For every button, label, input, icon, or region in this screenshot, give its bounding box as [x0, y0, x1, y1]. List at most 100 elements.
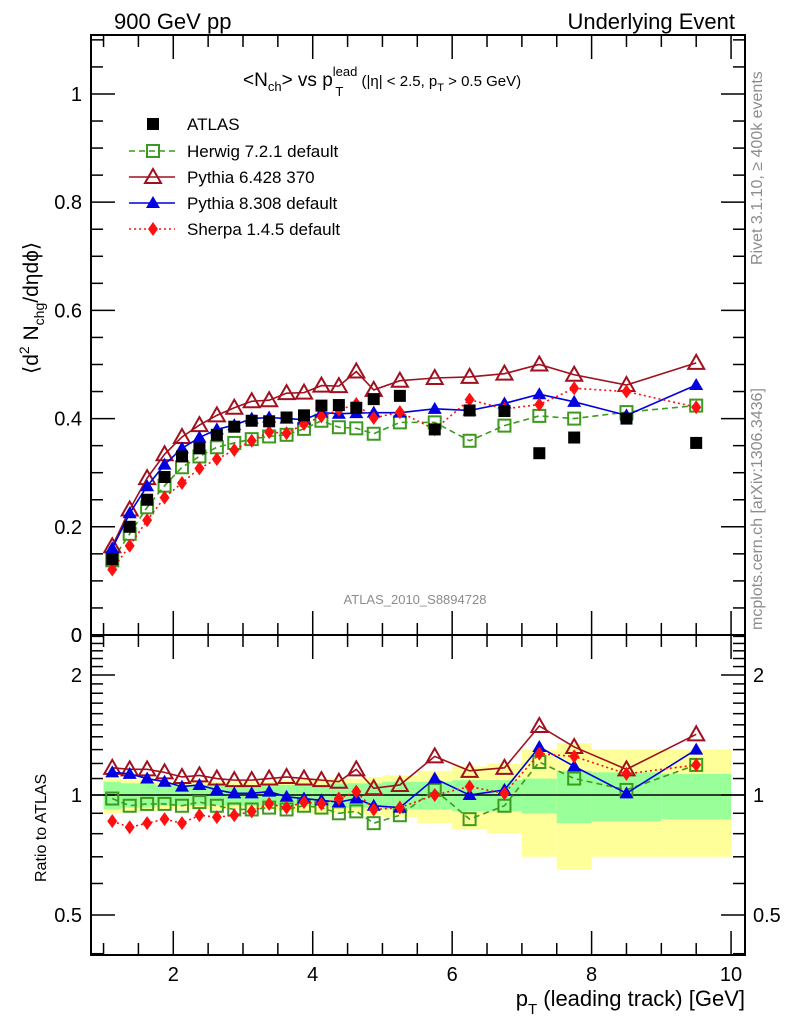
data-point-atlas: [463, 404, 476, 417]
data-point-pythia6: [494, 363, 515, 381]
ratio-point-sherpa: [299, 795, 310, 810]
analysis-id-label: ATLAS_2010_S8894728: [344, 592, 487, 607]
data-point-atlas: [193, 442, 206, 455]
series-pythia8: [105, 378, 704, 554]
ratio-y-tick-label-right: 2: [753, 665, 764, 687]
data-point-pythia8: [192, 430, 207, 443]
data-point-pythia6: [564, 364, 584, 382]
band-inner: [556, 770, 592, 824]
ratio-point-pythia6: [329, 771, 349, 789]
title-sub: T: [437, 82, 444, 94]
ratio-y-tick-label: 0.5: [54, 905, 82, 927]
legend-label-pythia8: Pythia 8.308 default: [187, 194, 338, 213]
data-point-atlas: [228, 420, 241, 433]
data-point-sherpa: [464, 392, 475, 407]
data-point-atlas: [280, 411, 293, 424]
data-point-pythia6: [311, 375, 332, 393]
ratio-point-pythia6: [241, 770, 262, 788]
series-sherpa: [107, 381, 702, 577]
data-point-pythia8: [689, 378, 704, 391]
ratio-point-herwig: [157, 796, 172, 811]
ratio-line-herwig: [111, 761, 697, 825]
ratio-point-pythia8: [122, 766, 137, 779]
ratio-panel: 0.5 0.5 1 1 2 2 0 2 4 6 8 10: [54, 35, 781, 986]
ratio-series-sherpa: [107, 746, 702, 835]
legend-marker-pythia6: [143, 166, 163, 184]
data-point-herwig: [209, 440, 224, 455]
band-inner: [521, 778, 557, 814]
data-point-atlas: [393, 389, 406, 402]
ratio-point-sherpa: [499, 786, 510, 801]
ratio-point-pythia6: [494, 757, 515, 775]
ratio-y-ticks: 0.5 0.5 1 1 2 2 0: [54, 625, 781, 955]
series-line-herwig: [111, 404, 697, 561]
data-point-sherpa: [176, 475, 187, 490]
ratio-point-pythia6: [459, 760, 480, 778]
data-point-atlas: [141, 493, 154, 506]
ratio-point-sherpa: [316, 796, 327, 811]
ratio-point-sherpa: [464, 779, 475, 794]
ratio-point-pythia8: [227, 786, 242, 799]
data-point-sherpa: [142, 513, 153, 528]
data-point-atlas: [568, 431, 581, 444]
ylabel-sup: 2: [16, 346, 32, 354]
data-point-sherpa: [316, 409, 327, 424]
ratio-point-sherpa: [264, 796, 275, 811]
header-energy-label: 900 GeV pp: [114, 9, 231, 34]
data-point-sherpa: [368, 411, 379, 426]
data-point-pythia6: [329, 376, 349, 394]
legend-label-pythia6: Pythia 6.428 370: [187, 168, 315, 187]
data-point-pythia8: [427, 401, 442, 414]
data-point-pythia6: [224, 397, 245, 415]
legend-item-herwig: Herwig 7.2.1 default: [129, 142, 338, 161]
main-y-axis-label: ⟨d2 Nchg/dηdϕ⟩: [16, 242, 47, 374]
ratio-point-sherpa: [534, 746, 545, 761]
x-tick-label: 6: [447, 964, 458, 986]
ratio-point-sherpa: [368, 802, 379, 817]
x-tick-label: 4: [307, 964, 318, 986]
data-point-atlas: [367, 393, 380, 406]
data-point-atlas: [123, 520, 136, 533]
ratio-point-herwig: [140, 796, 155, 811]
ratio-point-herwig: [366, 816, 381, 831]
data-point-atlas: [315, 399, 328, 412]
data-point-herwig: [349, 421, 364, 436]
ratio-point-pythia8: [462, 788, 477, 801]
data-point-herwig: [497, 418, 512, 433]
ratio-line-pythia6: [112, 724, 697, 790]
data-point-herwig: [366, 426, 381, 441]
ratio-point-sherpa: [621, 766, 632, 781]
main-y-ticks: 0 0.2 0.4 0.6 0.8 1: [54, 39, 745, 647]
legend-item-pythia8: Pythia 8.308 default: [129, 194, 338, 213]
data-point-atlas: [428, 423, 441, 436]
data-point-pythia8: [122, 506, 137, 519]
data-point-sherpa: [569, 381, 580, 396]
legend-marker-atlas: [147, 118, 159, 130]
y-tick-label: 0: [71, 625, 82, 647]
ratio-point-sherpa: [124, 820, 135, 835]
data-point-pythia8: [140, 479, 155, 492]
data-point-herwig: [462, 433, 477, 448]
legend-label-herwig: Herwig 7.2.1 default: [187, 142, 338, 161]
data-point-sherpa: [211, 452, 222, 467]
ratio-point-pythia6: [425, 746, 445, 764]
main-panel: 0 0.2 0.4 0.6 0.8 1 ATLAS_2010_S8894728: [54, 34, 746, 647]
y-tick-label: 0.8: [54, 192, 82, 214]
ratio-point-herwig: [174, 798, 189, 813]
ratio-y-tick-label: 2: [71, 665, 82, 687]
ratio-point-pythia8: [262, 784, 277, 797]
ylabel-part: ⟨d: [20, 354, 43, 374]
y-tick-label-clipped: 0: [71, 625, 82, 647]
x-tick-label: 2: [168, 964, 179, 986]
data-point-sherpa: [394, 405, 405, 420]
ratio-point-sherpa: [107, 814, 118, 829]
ratio-point-sherpa: [229, 808, 240, 823]
rivet-version-label: Rivet 3.1.10, ≥ 400k events: [749, 71, 766, 265]
ratio-series: [102, 715, 706, 835]
ratio-point-sherpa: [159, 812, 170, 827]
legend-item-atlas: ATLAS: [147, 115, 240, 134]
title-part: > vs p: [282, 70, 333, 91]
legend-marker-sherpa: [148, 222, 158, 236]
data-point-sherpa: [264, 425, 275, 440]
data-point-atlas: [690, 436, 703, 449]
